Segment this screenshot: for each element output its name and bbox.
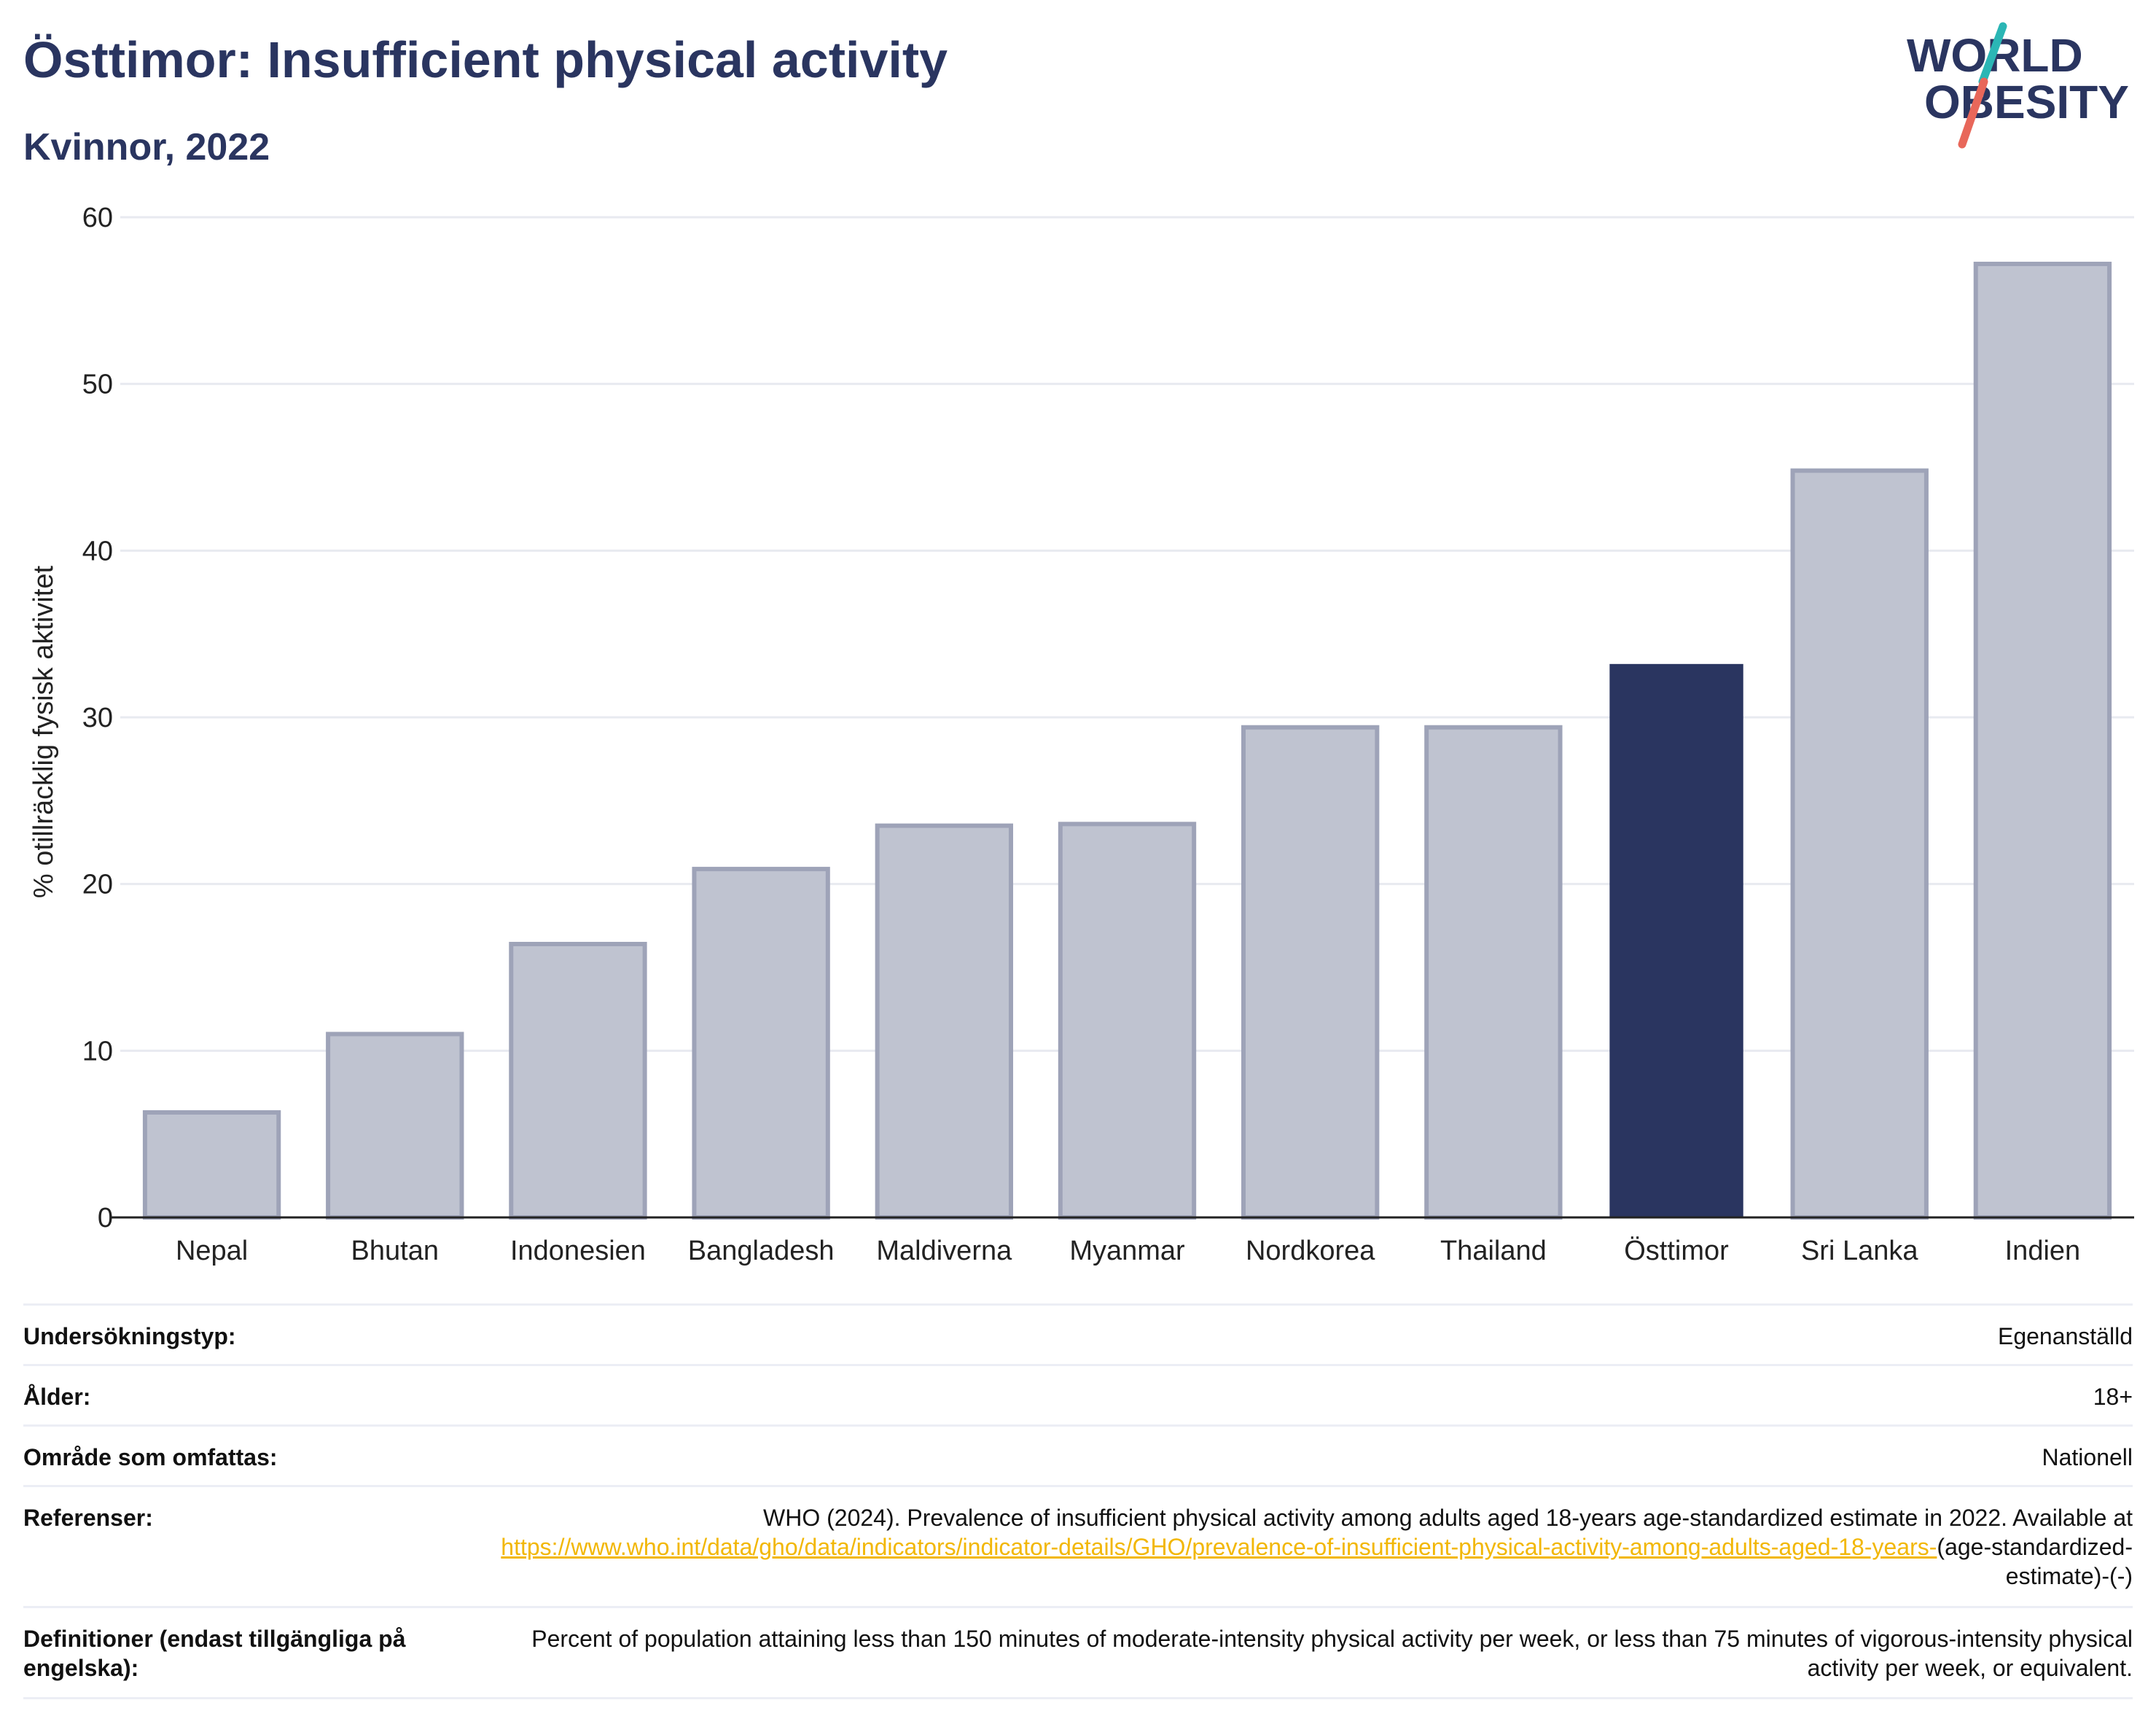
y-tick-label: 10 [82,1036,113,1067]
logo-line2: OBESITY [1924,76,2129,128]
world-obesity-logo: WORLD OBESITY [1907,22,2129,149]
y-tick-label: 50 [82,370,113,400]
tick-labels: 0 10 20 30 40 50 60 Nepal Bhutan Indonesien Bangla… [82,203,2080,1266]
page-subtitle: Kvinnor, 2022 [23,126,270,168]
y-tick-label: 0 [98,1203,113,1233]
bar-sri-lanka [1790,468,1929,1220]
info-row-coverage: Område som omfattas: Nationell [23,1424,2133,1485]
y-tick-label: 20 [82,870,113,900]
x-tick-label: Sri Lanka [1801,1236,1918,1266]
x-tick-label: Indien [2005,1236,2081,1266]
info-row-survey-type: Undersökningstyp: Egenanställd [23,1303,2133,1364]
bar-östtimor [1609,663,1743,1217]
y-tick-label: 60 [82,203,113,233]
page-title: Östtimor: Insufficient physical activity [23,31,948,88]
x-tick-label: Östtimor [1624,1236,1729,1266]
bars [142,262,2112,1220]
bar-maldiverna [875,823,1013,1220]
age-label: Ålder: [23,1384,91,1410]
bar-bhutan [326,1032,464,1220]
bar-myanmar [1058,822,1197,1220]
bar-chart: 0 10 20 30 40 50 60 Nepal Bhutan Indonesien Bangla… [28,203,2134,1266]
info-row-definitions: Definitioner (endast tillgängliga på eng… [23,1606,2133,1699]
x-tick-label: Maldiverna [876,1236,1012,1266]
age-value: 18+ [2093,1384,2133,1410]
survey-type-value: Egenanställd [1997,1323,2133,1349]
logo-slash-teal [1978,22,2007,86]
bar-nordkorea [1241,725,1380,1220]
definitions-label: Definitioner (endast tillgängliga på eng… [23,1626,406,1681]
references-text: WHO (2024). Prevalence of insufficient p… [763,1505,2133,1531]
x-tick-label: Nordkorea [1246,1236,1375,1266]
x-tick-label: Thailand [1440,1236,1547,1266]
bar-thailand [1424,725,1563,1220]
y-tick-label: 30 [82,703,113,733]
x-tick-label: Bhutan [351,1236,439,1266]
references-value: WHO (2024). Prevalence of insufficient p… [475,1503,2133,1591]
info-row-age: Ålder: 18+ [23,1364,2133,1424]
bar-indien [1973,262,2112,1220]
x-tick-label: Nepal [176,1236,248,1266]
bar-indonesien [509,941,647,1220]
y-axis-label: % otillräcklig fysisk aktivitet [28,566,59,899]
x-tick-label: Myanmar [1069,1236,1185,1266]
references-link[interactable]: https://www.who.int/data/gho/data/indica… [501,1534,1937,1560]
x-tick-label: Indonesien [510,1236,646,1266]
bar-bangladesh [692,867,830,1220]
y-tick-label: 40 [82,536,113,566]
x-tick-label: Bangladesh [688,1236,835,1266]
coverage-label: Område som omfattas: [23,1444,278,1470]
coverage-value: Nationell [2042,1444,2133,1470]
definitions-value: Percent of population attaining less tha… [531,1626,2133,1681]
info-row-references: Referenser: WHO (2024). Prevalence of in… [23,1485,2133,1606]
survey-type-label: Undersökningstyp: [23,1323,236,1349]
bar-nepal [142,1110,281,1220]
references-label: Referenser: [23,1505,153,1531]
info-table: Undersökningstyp: Egenanställd Ålder: 18… [23,1303,2133,1699]
logo-slash-red [1958,77,1988,149]
references-text-after: (age-standardized-estimate)-(-) [1937,1534,2133,1589]
